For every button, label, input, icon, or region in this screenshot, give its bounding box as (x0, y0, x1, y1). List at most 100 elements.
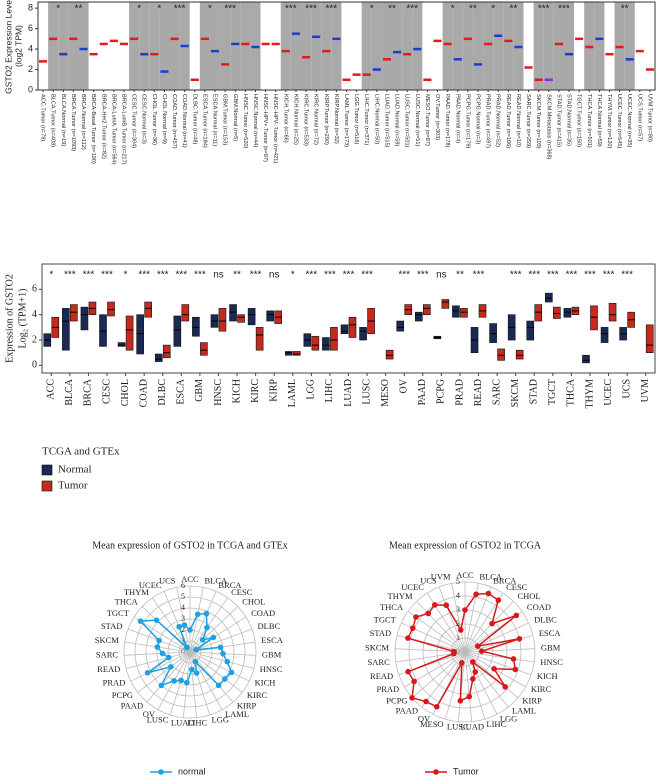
box (311, 335, 320, 351)
series-point (153, 617, 160, 623)
shade (209, 2, 221, 90)
spoke (464, 651, 473, 722)
category-label: THYM (124, 587, 149, 597)
shade (462, 2, 473, 90)
shade (48, 2, 59, 90)
x-tick-label: THYM (584, 379, 595, 409)
category-label: PCPG (112, 690, 133, 700)
category-label: PAAD (396, 706, 418, 716)
x-tick-label: SARC (491, 379, 502, 405)
box (563, 308, 572, 318)
category-label: LUSC (147, 715, 169, 725)
category-label: ESCA (261, 635, 284, 645)
x-tick-label: KIRP.Tumor (n=290) (323, 94, 329, 145)
x-tick-label: CHOL.Tumor (n=36) (151, 94, 157, 145)
y-tick-label: 4 (28, 43, 33, 53)
x-tick-label: CHOL.Normal (n=9) (161, 94, 167, 144)
significance-label: *** (566, 270, 578, 281)
x-tick-label: THYM.Tumor (n=120) (606, 94, 612, 148)
box (489, 323, 497, 343)
x-tick-label: STAD.Tumor (n=415) (555, 94, 561, 147)
significance-label: *** (194, 270, 206, 281)
spoke (124, 651, 191, 656)
category-label: STAD (101, 621, 123, 631)
x-tick-label: SKCM.Tumor (n=103) (535, 94, 541, 149)
series-point (491, 666, 497, 672)
x-tick-label: GBM.Normal (n=5) (232, 94, 238, 141)
box (526, 320, 535, 341)
series-point (413, 614, 419, 620)
x-tick-label: READ (473, 379, 484, 406)
spoke (189, 606, 239, 653)
x-tick-label: HNSC-HPV+.Tumor (n=97) (262, 94, 268, 162)
box (452, 305, 460, 318)
series-point (168, 664, 174, 670)
significance-label: ** (233, 270, 241, 281)
series-point (194, 611, 201, 618)
spoke (146, 651, 191, 703)
x-tick-label: KICH (231, 379, 242, 403)
series-point (154, 644, 161, 650)
y-axis-label: (log2 TPM) (13, 25, 23, 67)
spoke (464, 586, 492, 653)
category-label: LGG (212, 715, 229, 725)
spoke (189, 587, 204, 653)
series-point (431, 602, 438, 608)
box (497, 348, 505, 361)
box (173, 315, 182, 347)
series-point (510, 656, 517, 662)
category-label: THCA (115, 596, 139, 606)
category-label: LUAD (171, 718, 195, 728)
x-tick-label: BRCA-Her2.Tumor (n=82) (100, 94, 106, 159)
x-tick-label: BRCA-LumB.Tumor (n=217) (120, 94, 126, 165)
category-label: MESO (420, 719, 444, 729)
x-tick-label: GBM (194, 379, 205, 402)
box (645, 324, 654, 354)
category-label: UCEC (401, 582, 424, 592)
significance-label: ** (456, 270, 464, 281)
shade (553, 2, 564, 90)
x-tick-label: LGG.Tumor (n=516) (353, 94, 359, 144)
box (553, 306, 561, 319)
category-label: KIRP (522, 696, 542, 706)
x-tick-label: KIRP.Normal (n=32) (333, 94, 339, 144)
shade (240, 2, 251, 90)
x-tick-label: SKCM (510, 379, 521, 407)
significance-label: *** (398, 270, 410, 281)
x-tick-label: LAML (287, 379, 298, 407)
x-tick-label: BRCA.Normal (n=112) (80, 94, 86, 150)
significance-label: ** (621, 4, 629, 15)
category-label: TGCT (374, 614, 397, 624)
box (330, 327, 338, 351)
category-label: BLCA (479, 571, 503, 581)
series-point (405, 668, 411, 675)
r-tick-label: 5 (181, 592, 185, 601)
series-line (406, 592, 520, 708)
series-point (144, 670, 151, 676)
x-tick-label: STAD (529, 379, 540, 404)
series-point (158, 682, 165, 689)
shade (169, 2, 180, 90)
significance-label: *** (174, 4, 186, 15)
category-label: STAD (370, 628, 392, 638)
box (292, 351, 301, 356)
category-label: THCA (380, 602, 404, 612)
x-tick-label: BRCA (83, 378, 94, 406)
x-tick-label: ESCA.Normal (n=11) (212, 94, 218, 146)
significance-label: *** (538, 4, 550, 15)
category-label: BLCA (204, 575, 228, 585)
category-label: UVM (431, 571, 451, 581)
series-point (409, 695, 415, 701)
series-point (457, 627, 464, 633)
significance-label: * (451, 4, 455, 15)
y-tick-label: 0 (32, 360, 37, 371)
series-point (137, 618, 144, 624)
spoke (464, 601, 514, 653)
x-tick-label: DLBC.Tumor (n=48) (191, 94, 197, 144)
spoke (464, 592, 504, 653)
y-axis-label: Expression of GSTO2 (4, 274, 15, 363)
box (396, 320, 405, 332)
series-point (478, 648, 485, 655)
spoke (176, 587, 191, 653)
